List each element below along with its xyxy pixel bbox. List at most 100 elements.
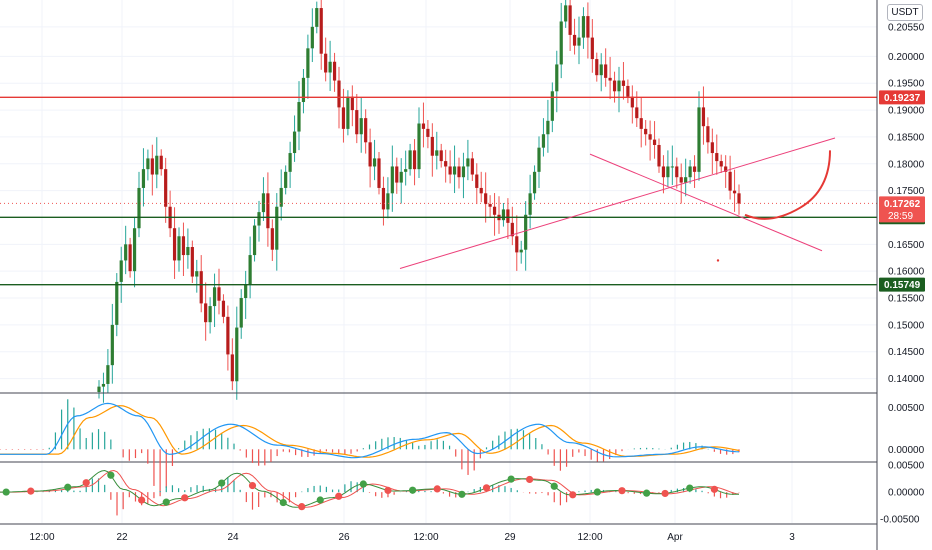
candle [590,37,594,60]
candle [706,126,710,143]
osc-cross-dot [181,494,189,502]
candle [461,166,466,178]
candle [270,228,274,250]
osc-cross-dot [710,485,718,493]
candle [217,287,221,301]
time-tick-label: Apr [667,532,683,543]
candle [377,158,381,188]
candle [372,158,377,167]
candle [208,306,212,323]
candle [212,287,217,307]
candle [324,53,328,73]
candle [421,123,426,129]
candle [564,5,568,22]
candle [457,166,461,178]
candle [737,193,741,204]
candle [332,61,337,81]
trendline-falling [589,153,823,252]
currency-label[interactable]: USDT [887,4,923,21]
time-tick-label: 24 [227,532,239,543]
price-tick-label: 0.20000 [888,52,925,63]
candle [648,134,652,140]
candle [390,166,394,194]
osc-cross-dot [64,483,72,491]
candle [261,193,266,213]
time-tick-label: 12:00 [413,532,438,543]
candle [279,187,283,207]
candle [684,177,688,183]
candle [550,91,554,121]
candle [106,365,110,384]
candle [670,166,674,168]
candle [119,260,123,282]
candle [328,61,332,73]
level-price-tag: 0.15749 [884,280,921,291]
candle [581,16,586,38]
candle [177,236,181,261]
candles [97,0,741,403]
level-price-tag-bg [879,90,925,105]
candle [701,107,706,127]
candle [506,209,510,223]
candle [595,59,599,76]
time-tick-label: 12:00 [577,532,602,543]
osc-cross-dot [643,489,651,497]
osc-tick-label: 0.00000 [888,488,925,499]
osc-cross-dot [618,487,626,495]
candle [621,80,626,86]
time-tick-label: 22 [116,532,128,543]
candle [288,153,292,172]
candle [475,174,479,188]
candle [435,150,439,156]
candle [528,193,532,215]
candle [101,383,106,387]
time-axis: 12:00 22 24 26 12:00 29 12:00 Apr 3 [29,532,795,543]
candle [346,96,350,129]
candle [141,169,146,188]
price-tick-label: 0.17500 [888,186,925,197]
candle [657,144,661,167]
candle [252,225,257,256]
candle [715,153,719,162]
candle [412,150,417,170]
candle [226,316,230,355]
osc-cross-dot [593,488,601,496]
level-price-tag-bg [879,277,925,292]
osc-cross-dot [218,479,226,487]
candle [146,158,150,170]
candle [386,193,390,210]
osc-cross-dot [359,480,367,488]
candle [617,80,621,92]
time-tick-label: 26 [338,532,350,543]
osc-cross-dot [335,492,343,500]
candle [635,107,639,119]
level-price-tag: 0.19237 [884,93,921,104]
candle [732,190,737,194]
candle [439,150,443,162]
osc-cross-dot [458,490,466,498]
candle [559,21,563,65]
candle [368,142,372,167]
macd-tick-label: 0.00000 [888,445,925,456]
osc-cross-dot [279,498,287,507]
grid-lines [0,0,877,523]
candle [244,284,248,299]
candle [97,386,101,392]
osc-cross-dot [27,487,35,495]
candle [688,166,692,178]
candle [470,158,474,175]
osc-cross-dot [384,486,392,494]
candle [541,134,546,148]
candle [599,64,603,76]
candle [195,271,199,277]
candle [479,187,483,194]
candle [315,8,319,27]
osc-tick-label: 0.00500 [888,461,925,472]
candle [484,193,488,205]
macd-signal-line [0,405,740,458]
candle [124,244,128,261]
osc-cross-dot [433,485,441,493]
candle [399,171,403,183]
price-tick-label: 0.16000 [888,267,925,278]
